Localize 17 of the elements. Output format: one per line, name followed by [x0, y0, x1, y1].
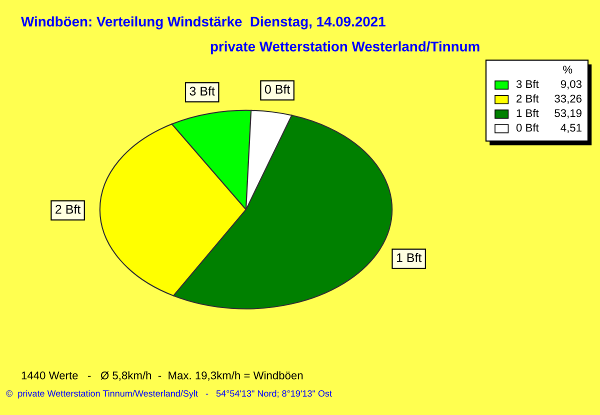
- slice-label: 2 Bft: [56, 204, 81, 214]
- data-label: 4,51: [560, 124, 582, 133]
- chart-subtitle: private Wetterstation Westerland/Tinnum: [210, 41, 480, 54]
- slice-label: 0 Bft: [264, 84, 290, 94]
- slice-label: 1 Bft: [396, 252, 422, 262]
- legend-label: 1 Bft: [516, 108, 539, 118]
- legend-title: %: [563, 66, 572, 74]
- legend-label: 0 Bft: [516, 123, 539, 132]
- slice-label: 3 Bft: [190, 86, 215, 96]
- data-label: 9,03: [560, 80, 582, 90]
- data-label: 53,19: [554, 109, 582, 118]
- chart-title: Windböen: Verteilung Windstärke Dienstag, 14.09.2021: [21, 16, 386, 30]
- legend-label: 3 Bft: [516, 80, 539, 88]
- data-label: 33,26: [554, 94, 582, 104]
- text: 1440 Werte - Ø 5,8km/h - Max. 19,3km/h = Windböen: [22, 371, 303, 381]
- text: © private Wetterstation Tinnum/Westerland/Sylt - 54°54'13" Nord; 8°19'13" Ost: [6, 390, 332, 398]
- legend-label: 2 Bft: [516, 94, 539, 103]
